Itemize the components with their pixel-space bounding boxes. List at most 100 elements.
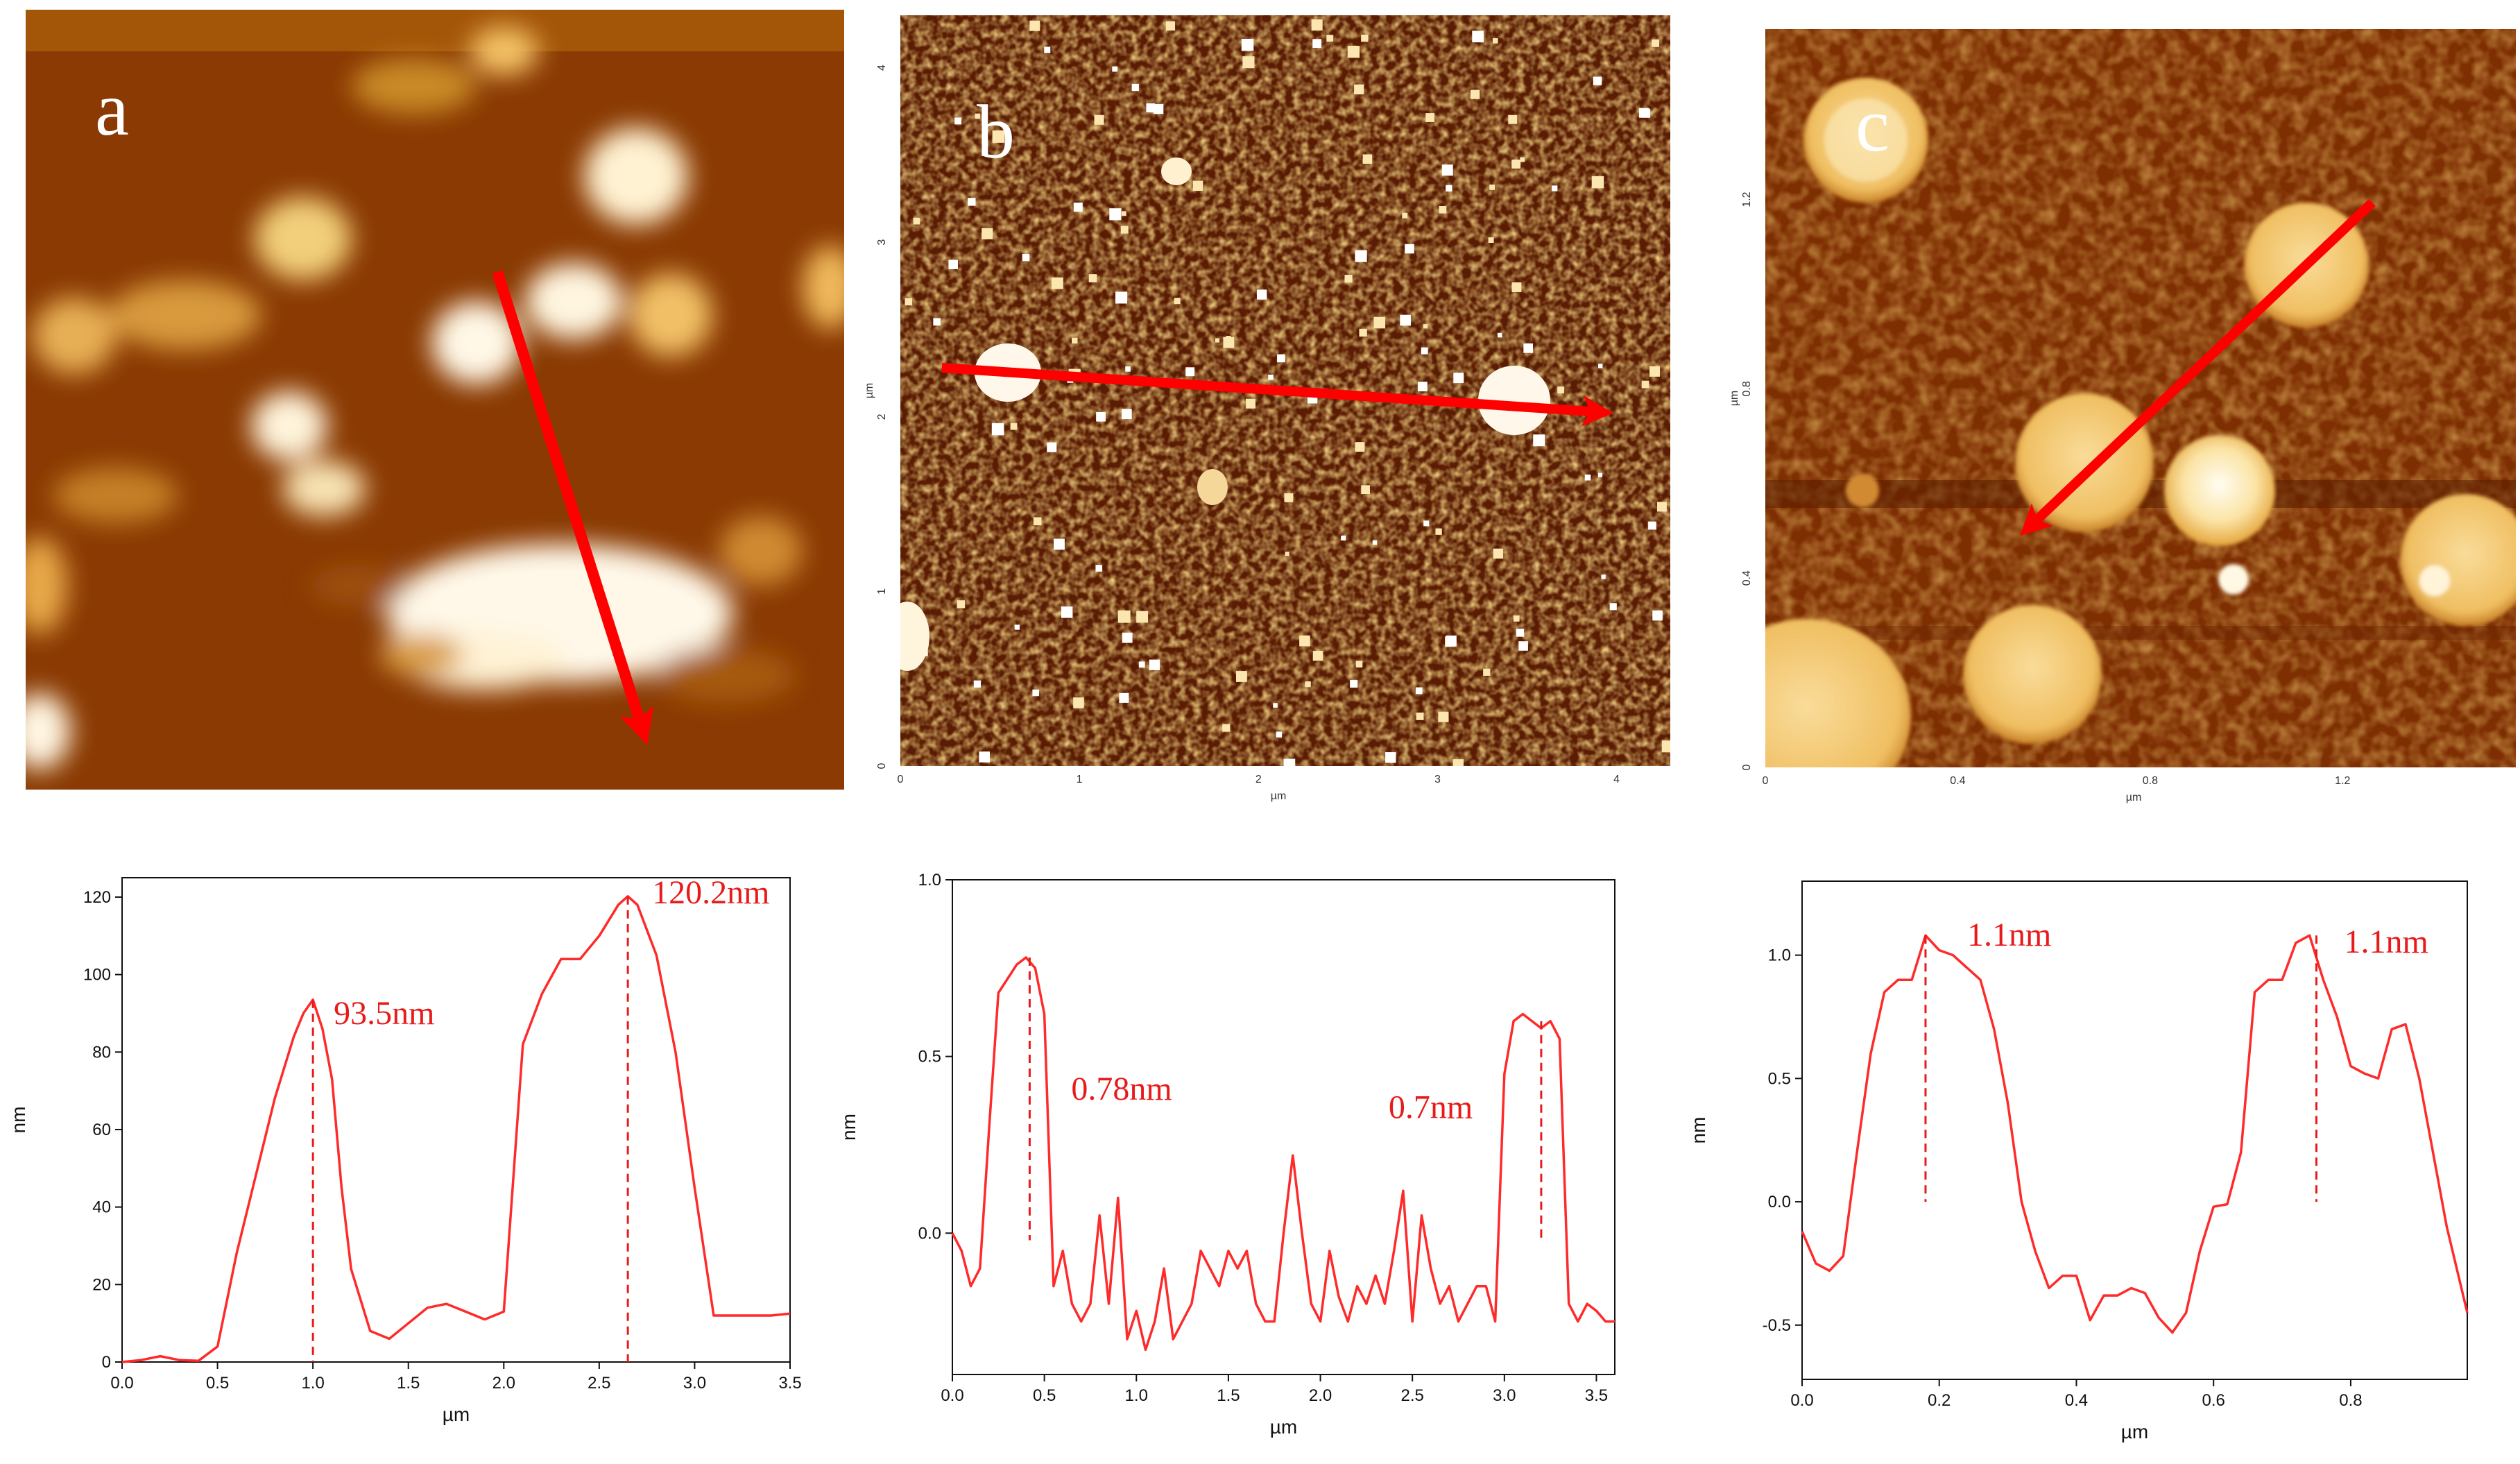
- afm-x-tick: 1: [1077, 774, 1083, 785]
- peak-height-label: 0.78nm: [1071, 1071, 1172, 1107]
- particle: [1044, 46, 1051, 53]
- particle: [1648, 521, 1656, 530]
- profile-line: [1801, 934, 2469, 1334]
- particle: [1242, 56, 1255, 69]
- particle: [1109, 208, 1122, 221]
- particle: [1185, 367, 1195, 377]
- particle: [1601, 574, 1606, 579]
- particle: [1312, 650, 1323, 661]
- x-tick-label: 2.0: [1309, 1386, 1332, 1405]
- y-axis-label: nm: [1688, 1117, 1709, 1144]
- particle: [1446, 636, 1457, 647]
- particle: [1361, 485, 1370, 495]
- particle: [1416, 712, 1424, 720]
- particle: [1516, 629, 1525, 637]
- y-tick-label: 0.5: [1768, 1069, 1791, 1088]
- y-axis-label: nm: [8, 1107, 29, 1134]
- particle: [1241, 38, 1254, 51]
- panel-letter-b: b: [977, 90, 1015, 174]
- particle: [1415, 687, 1423, 695]
- particle: [1656, 502, 1667, 512]
- y-tick-label: 40: [92, 1198, 111, 1217]
- x-tick-label: 1.0: [1125, 1386, 1148, 1405]
- peak-height-label: 0.7nm: [1389, 1089, 1473, 1126]
- particle: [1639, 108, 1649, 118]
- afm-x-tick: 0: [898, 774, 904, 785]
- particle: [1112, 66, 1118, 72]
- particle: [1285, 552, 1289, 556]
- particle: [1523, 343, 1534, 353]
- x-tick-label: 2.0: [492, 1374, 515, 1393]
- particle: [1493, 38, 1498, 44]
- particle: [1597, 473, 1603, 477]
- particle: [1136, 611, 1149, 623]
- particle: [1493, 548, 1504, 559]
- particle: [1095, 565, 1103, 572]
- particle: [1073, 202, 1083, 212]
- particle: [1032, 689, 1039, 697]
- particle: [1096, 411, 1106, 422]
- particle: [1215, 338, 1220, 343]
- particle: [979, 751, 991, 763]
- x-axis-label: µm: [2121, 1421, 2148, 1442]
- particle: [1014, 624, 1020, 630]
- particle: [1441, 164, 1453, 176]
- height-profile-a: 0.0 0.5 1.0 1.5 2.0 2.5 3.0 3.5 0 20 40 60 80 100 120 µ…: [8, 874, 802, 1425]
- particle: [973, 680, 982, 688]
- y-tick-label: 100: [83, 966, 111, 985]
- particle: [1511, 282, 1522, 292]
- particle: [1223, 337, 1235, 348]
- particle: [1122, 211, 1126, 216]
- x-tick-label: 3.0: [1493, 1386, 1516, 1405]
- particle: [1299, 635, 1310, 647]
- particle: [1122, 409, 1132, 420]
- y-tick-label: -0.5: [1763, 1316, 1791, 1335]
- height-profile-c: 0.0 0.2 0.4 0.6 0.8 -0.5 0.0 0.5 1.0 µm nm 1.1nm 1.1…: [1688, 880, 2469, 1442]
- afm-y-tick: 0: [1741, 764, 1753, 770]
- particle: [1174, 298, 1181, 305]
- afm-y-unit: µm: [1729, 391, 1740, 407]
- particle: [1435, 528, 1442, 535]
- particle: [1497, 332, 1502, 338]
- particle: [1488, 237, 1494, 244]
- afm-y-tick: 3: [876, 239, 888, 246]
- particle: [1347, 46, 1360, 58]
- particle: [1472, 31, 1484, 43]
- particle: [1277, 354, 1285, 363]
- particle: [957, 600, 966, 608]
- particle: [933, 318, 941, 326]
- afm-x-tick: 0.4: [1950, 775, 1965, 787]
- x-tick-label: 0.6: [2202, 1391, 2225, 1410]
- particle: [1029, 20, 1040, 31]
- particle: [1593, 76, 1602, 85]
- plot-frame: [121, 877, 791, 1363]
- particle: [1557, 386, 1565, 394]
- afm-x-tick: 3: [1434, 774, 1441, 785]
- particle: [1552, 185, 1558, 191]
- x-axis-label: µm: [443, 1404, 470, 1425]
- afm-x-tick: 4: [1613, 774, 1620, 785]
- particle: [1052, 277, 1063, 289]
- particle: [1344, 275, 1353, 283]
- profile-arrow-b: [941, 363, 1613, 427]
- particle: [1355, 661, 1363, 668]
- particle: [1355, 442, 1365, 452]
- afm-y-unit: µm: [864, 383, 875, 399]
- particle: [1385, 752, 1396, 763]
- particle: [1483, 668, 1491, 676]
- afm-y-tick: 4: [876, 65, 888, 71]
- particle: [1359, 328, 1367, 337]
- plot-frame: [1801, 880, 2468, 1380]
- particle: [1652, 610, 1663, 621]
- particle: [1283, 758, 1296, 766]
- particle: [1362, 154, 1373, 164]
- particle: [1584, 474, 1591, 481]
- particle: [1246, 398, 1256, 409]
- particle: [1138, 661, 1145, 668]
- particle: [1154, 104, 1164, 114]
- particle: [1439, 205, 1447, 214]
- particle: [1452, 759, 1464, 766]
- particle: [1061, 606, 1073, 618]
- afm-image-c-canvas: c: [1765, 29, 2516, 767]
